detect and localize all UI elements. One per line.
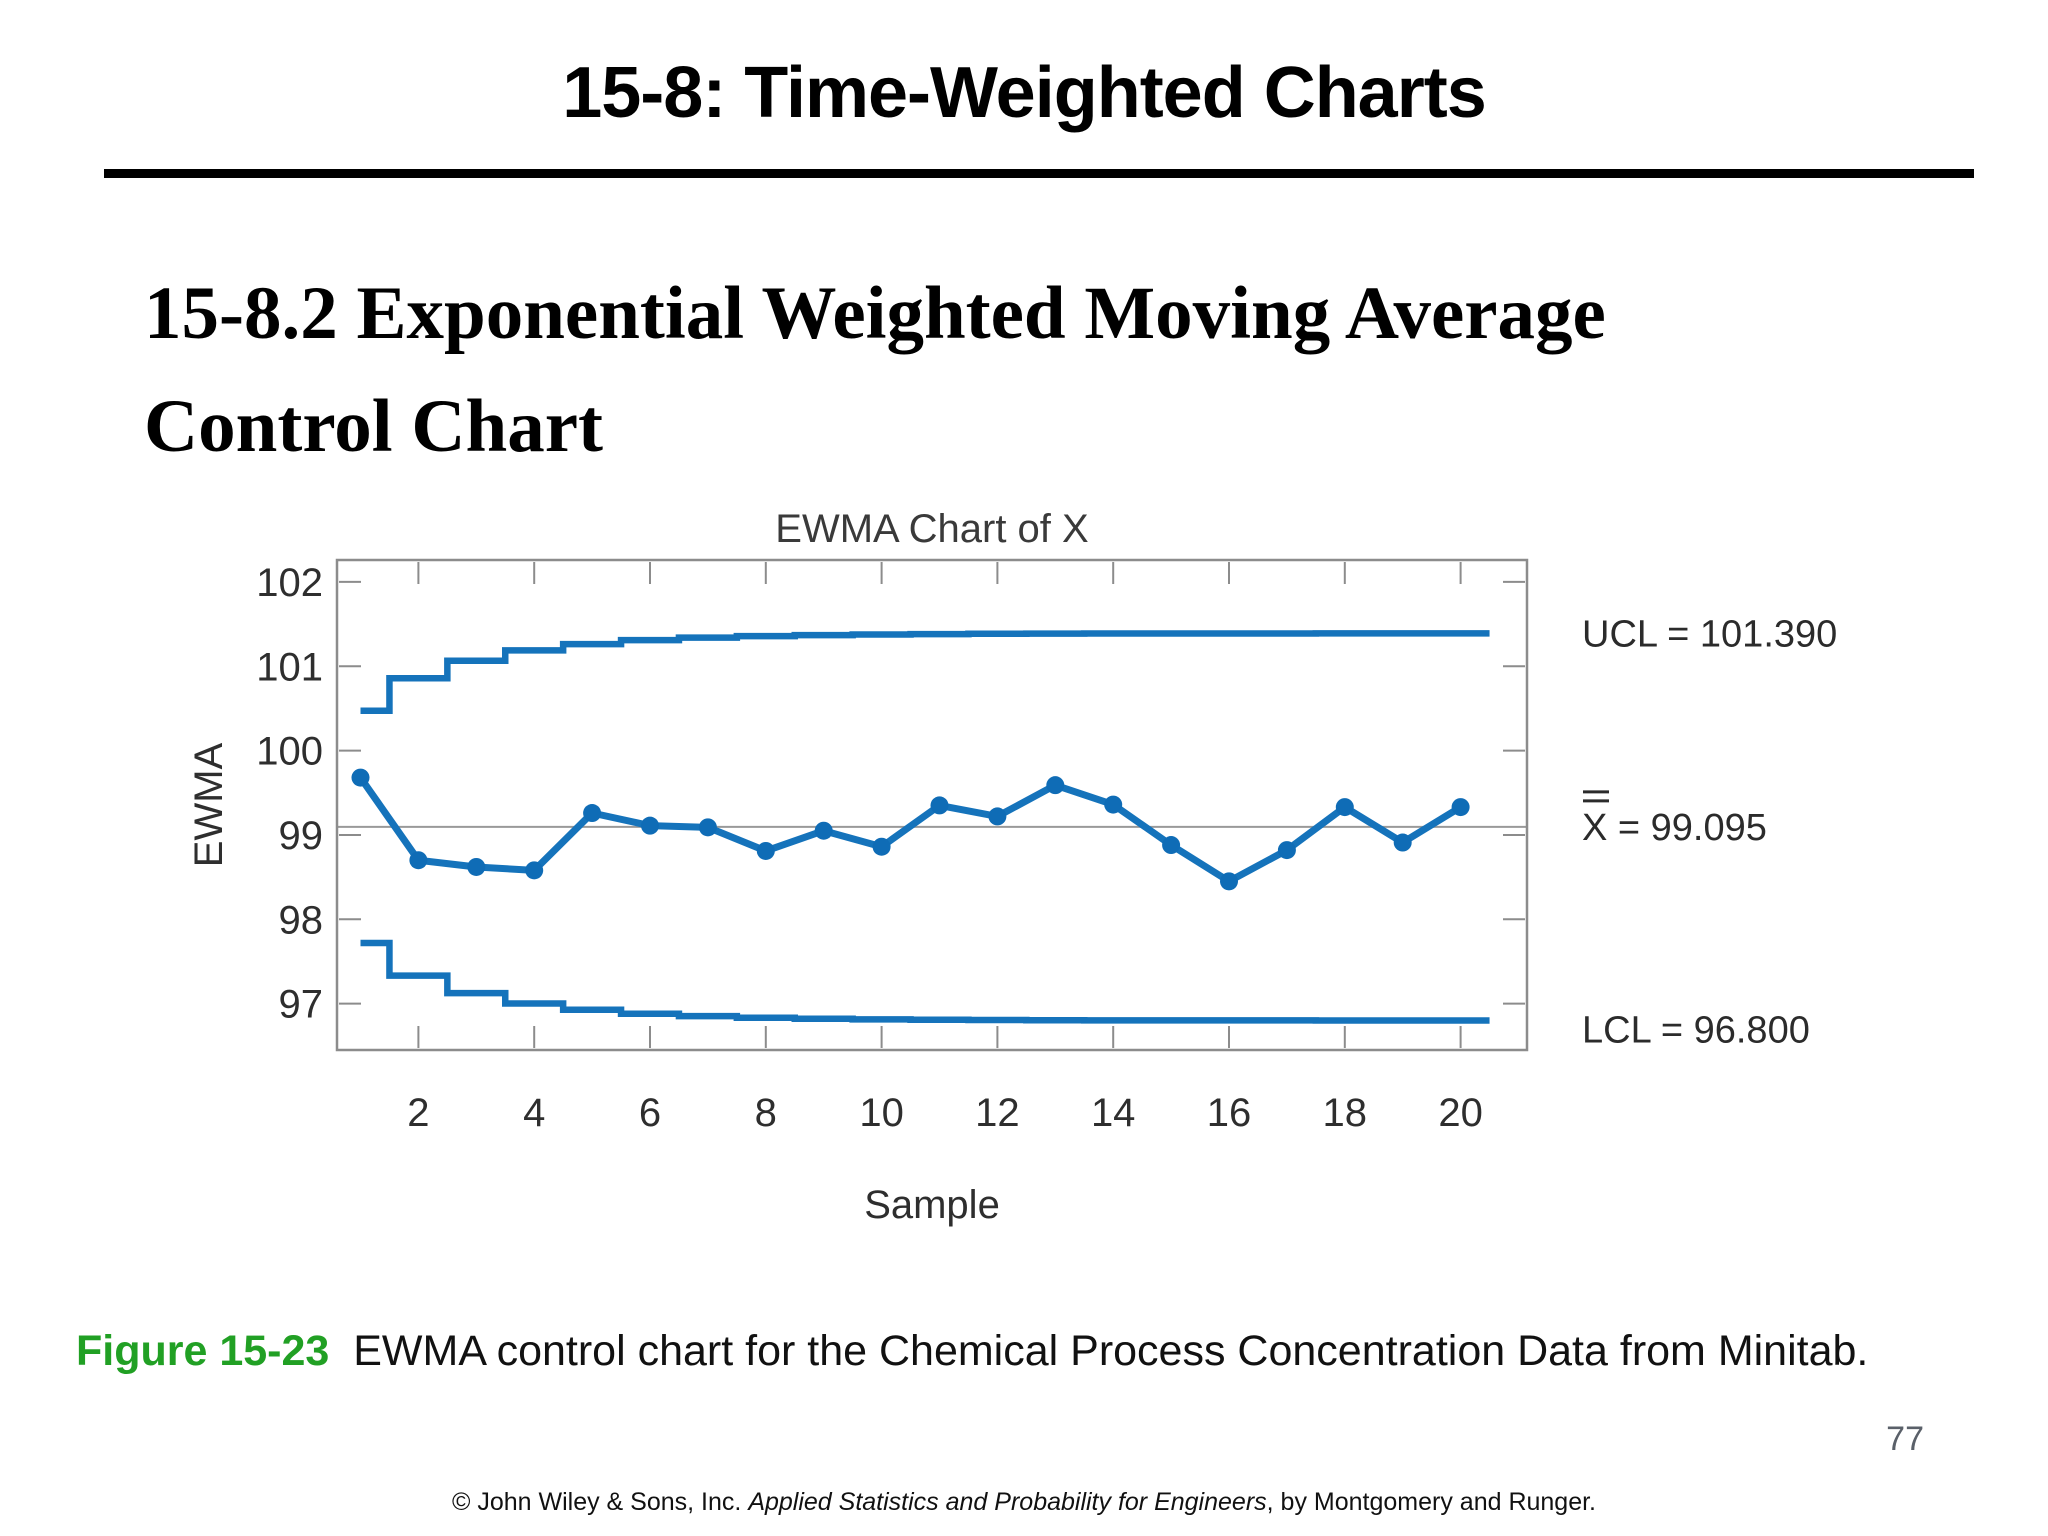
ewma-point bbox=[1046, 776, 1065, 795]
ewma-point bbox=[641, 816, 659, 835]
footer-suffix: , by Montgomery and Runger. bbox=[1266, 1488, 1597, 1516]
ewma-point bbox=[467, 857, 486, 876]
x-tick-label: 16 bbox=[1207, 1091, 1252, 1135]
ewma-point bbox=[988, 807, 1007, 826]
ewma-point bbox=[1104, 795, 1123, 814]
ucl-annotation: UCL = 101.390 bbox=[1582, 613, 1837, 655]
x-tick-label: 14 bbox=[1091, 1091, 1136, 1135]
x-tick-label: 18 bbox=[1323, 1091, 1368, 1135]
y-tick-label: 100 bbox=[256, 730, 323, 774]
x-tick-label: 10 bbox=[859, 1091, 904, 1135]
lcl-step-line bbox=[360, 939, 1490, 1024]
center-annotation: X = 99.095 bbox=[1582, 807, 1767, 849]
ewma-point bbox=[930, 796, 949, 815]
x-tick-label: 4 bbox=[523, 1091, 545, 1135]
y-tick-label: 101 bbox=[256, 645, 323, 689]
ucl-step-line bbox=[360, 630, 1490, 715]
footer-prefix: © John Wiley & Sons, Inc. bbox=[451, 1488, 749, 1516]
y-tick-label: 99 bbox=[279, 814, 324, 858]
footer-book-title: Applied Statistics and Probability for E… bbox=[748, 1488, 1267, 1516]
ewma-point bbox=[409, 851, 428, 870]
ewma-point bbox=[1451, 798, 1470, 817]
section-heading-line2: Control Chart bbox=[144, 384, 604, 468]
title-underline bbox=[104, 169, 1974, 178]
chart-title: EWMA Chart of X bbox=[775, 507, 1088, 551]
figure-caption: Figure 15-23 EWMA control chart for the … bbox=[76, 1318, 1906, 1385]
lcl-annotation: LCL = 96.800 bbox=[1582, 1009, 1810, 1051]
y-axis-label: EWMA bbox=[187, 742, 231, 867]
ewma-point bbox=[1220, 872, 1238, 891]
x-tick-label: 12 bbox=[975, 1091, 1020, 1135]
caption-label: Figure 15-23 bbox=[76, 1327, 330, 1375]
ewma-series-line bbox=[357, 775, 1463, 885]
ewma-point bbox=[872, 837, 891, 856]
x-tick-label: 20 bbox=[1438, 1091, 1483, 1135]
ewma-point bbox=[814, 821, 833, 840]
page-number: 77 bbox=[1886, 1420, 1924, 1458]
y-tick-label: 98 bbox=[279, 898, 324, 942]
ewma-point bbox=[698, 818, 717, 837]
footer-credit: © John Wiley & Sons, Inc. Applied Statis… bbox=[0, 1488, 2048, 1517]
ewma-point bbox=[1277, 841, 1296, 860]
x-tick-label: 8 bbox=[755, 1091, 777, 1135]
ewma-point bbox=[756, 841, 775, 860]
ewma-point bbox=[1335, 798, 1354, 817]
ewma-point bbox=[525, 861, 544, 880]
ewma-point bbox=[351, 768, 370, 787]
plot-border bbox=[335, 558, 1529, 1052]
ewma-point bbox=[1393, 833, 1412, 852]
y-tick-label: 102 bbox=[256, 561, 323, 605]
slide-title: 15-8: Time-Weighted Charts bbox=[562, 53, 1487, 133]
caption-text: EWMA control chart for the Chemical Proc… bbox=[353, 1327, 1869, 1375]
x-tick-label: 2 bbox=[407, 1091, 429, 1135]
ewma-point bbox=[1162, 836, 1181, 855]
section-heading-line1: 15-8.2 Exponential Weighted Moving Avera… bbox=[144, 272, 1606, 355]
section-heading: 15-8.2 Exponential Weighted Moving Avera… bbox=[144, 258, 1606, 483]
x-axis-label: Sample bbox=[864, 1183, 1000, 1227]
ewma-point bbox=[583, 804, 602, 823]
y-tick-label: 97 bbox=[279, 983, 324, 1027]
x-tick-label: 6 bbox=[639, 1091, 661, 1135]
